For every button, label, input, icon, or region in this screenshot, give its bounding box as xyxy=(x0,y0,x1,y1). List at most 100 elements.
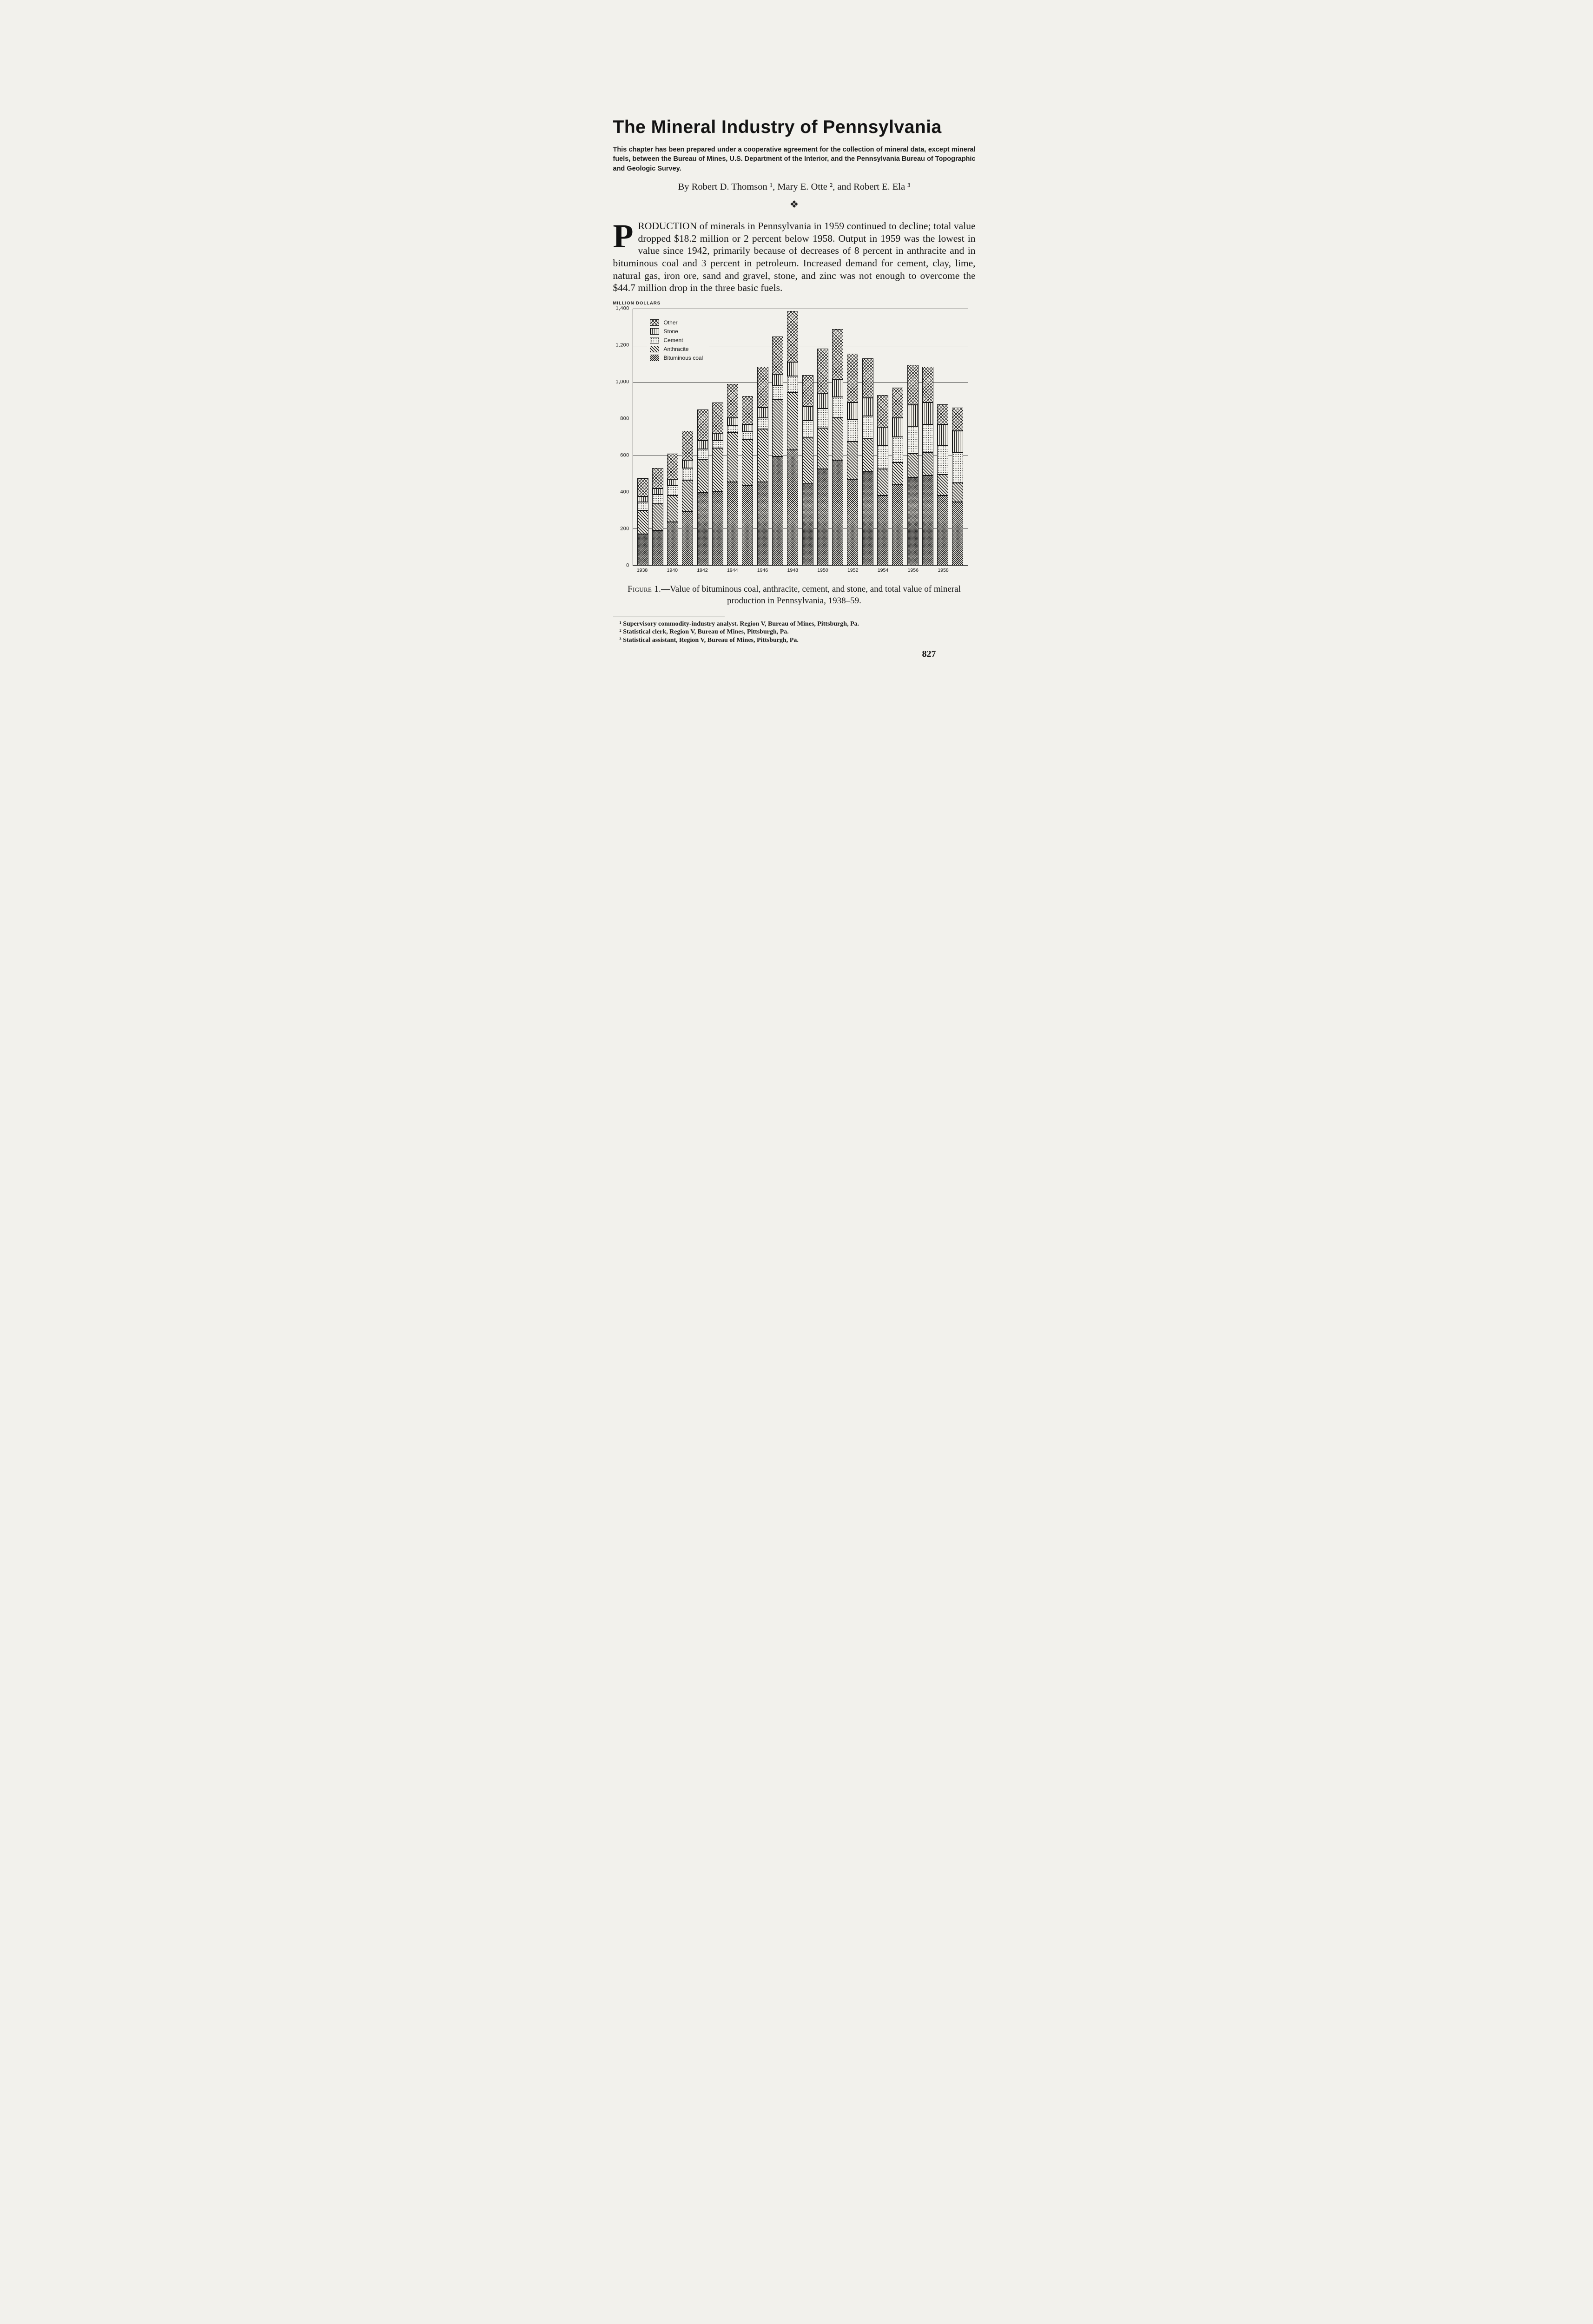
figure-caption-label: Figure 1. xyxy=(628,584,661,594)
bar-segment-anthracite xyxy=(727,432,739,482)
y-tick-label: 1,400 xyxy=(615,305,629,311)
x-tick-label xyxy=(742,568,753,573)
bar-segment-cement xyxy=(772,386,784,400)
x-tick-label: 1952 xyxy=(847,567,859,573)
page-content: The Mineral Industry of Pennsylvania Thi… xyxy=(564,117,1029,660)
bar-segment-bituminous-coal xyxy=(892,484,904,565)
bar-segment-anthracite xyxy=(922,452,933,475)
bar-segment-other xyxy=(832,329,844,380)
legend-item-other: Other xyxy=(649,319,703,326)
x-tick-label: 1956 xyxy=(907,567,919,573)
bar-segment-anthracite xyxy=(907,453,919,477)
lead-paragraph: P RODUCTION of minerals in Pennsylvania i… xyxy=(613,217,976,294)
bar-segment-stone xyxy=(817,393,828,409)
chart-grid-wrap: 1,400 1,200 1,000 800 600 400 200 0 Other Stone C… xyxy=(613,305,976,568)
bar-segment-cement xyxy=(907,426,919,454)
bar-segment-stone xyxy=(772,374,784,386)
y-tick-label: 800 xyxy=(620,416,629,422)
y-axis-unit-label: MILLION DOLLARS xyxy=(613,300,661,306)
bar-1939 xyxy=(652,468,663,565)
x-tick-label: 1954 xyxy=(877,567,889,573)
bar-segment-bituminous-coal xyxy=(952,502,964,565)
bar-segment-cement xyxy=(937,445,949,475)
y-tick-label: 1,200 xyxy=(615,342,629,348)
y-tick-label: 0 xyxy=(626,562,629,568)
x-tick-label: 1938 xyxy=(636,567,648,573)
x-tick-label xyxy=(802,568,813,573)
legend-swatch xyxy=(649,354,659,361)
legend-swatch xyxy=(649,328,659,335)
bar-segment-anthracite xyxy=(712,448,723,492)
bar-segment-other xyxy=(922,366,933,403)
figure-caption: Figure 1.—Value of bituminous coal, anth… xyxy=(613,583,976,607)
bar-segment-other xyxy=(952,408,964,431)
bar-1959 xyxy=(952,408,964,565)
bar-segment-other xyxy=(772,336,784,374)
bar-segment-anthracite xyxy=(862,439,873,472)
bar-segment-stone xyxy=(667,479,679,486)
bar-1957 xyxy=(922,366,933,565)
bar-1944 xyxy=(727,384,739,565)
legend-label: Cement xyxy=(663,337,683,343)
legend-label: Anthracite xyxy=(663,345,689,352)
drop-cap: P xyxy=(613,217,634,255)
bar-1941 xyxy=(682,430,694,565)
bar-segment-stone xyxy=(877,427,888,446)
bar-segment-anthracite xyxy=(652,504,663,531)
bar-segment-anthracite xyxy=(742,440,754,486)
bar-1953 xyxy=(862,358,873,565)
scanned-page: The Mineral Industry of Pennsylvania Thi… xyxy=(564,0,1029,736)
legend-item-stone: Stone xyxy=(649,328,703,335)
bar-1952 xyxy=(847,354,859,565)
x-tick-label xyxy=(892,568,904,573)
bar-segment-cement xyxy=(697,449,708,459)
bar-segment-cement xyxy=(862,416,873,439)
bar-1946 xyxy=(757,366,768,565)
x-tick-label: 1958 xyxy=(938,567,949,573)
bar-segment-other xyxy=(817,348,828,393)
bar-segment-anthracite xyxy=(847,442,859,479)
bar-segment-bituminous-coal xyxy=(877,495,888,565)
bar-1942 xyxy=(697,409,708,565)
x-tick-label: 1942 xyxy=(697,567,708,573)
bar-segment-stone xyxy=(682,460,694,469)
bar-segment-bituminous-coal xyxy=(847,479,859,565)
page-title: The Mineral Industry of Pennsylvania xyxy=(613,117,942,137)
legend-item-anthracite: Anthracite xyxy=(649,345,703,352)
y-axis-labels: 1,400 1,200 1,000 800 600 400 200 0 xyxy=(613,305,633,568)
bar-segment-cement xyxy=(727,425,739,433)
page-number: 827 xyxy=(922,649,936,660)
bar-segment-bituminous-coal xyxy=(922,475,933,565)
bar-segment-stone xyxy=(697,441,708,449)
bar-1949 xyxy=(802,375,813,565)
bar-segment-bituminous-coal xyxy=(637,534,648,565)
bar-segment-cement xyxy=(787,376,799,392)
bar-segment-cement xyxy=(742,431,754,440)
legend-label: Bituminous coal xyxy=(663,354,703,361)
bar-segment-cement xyxy=(757,418,768,429)
bar-segment-cement xyxy=(802,420,813,438)
x-tick-label xyxy=(682,568,693,573)
bar-1954 xyxy=(877,395,888,565)
legend-item-cement: Cement xyxy=(649,337,703,343)
bar-segment-stone xyxy=(787,362,799,376)
bar-segment-anthracite xyxy=(937,475,949,496)
bar-segment-anthracite xyxy=(772,399,784,456)
x-tick-label xyxy=(772,568,783,573)
bar-segment-stone xyxy=(892,418,904,437)
chapter-note: This chapter has been prepared under a c… xyxy=(613,146,976,172)
bar-1943 xyxy=(712,402,723,565)
bar-segment-stone xyxy=(637,496,648,502)
bar-segment-anthracite xyxy=(757,429,768,482)
bar-1948 xyxy=(787,310,799,565)
bar-1956 xyxy=(907,364,919,565)
bar-segment-other xyxy=(697,409,708,441)
bar-segment-bituminous-coal xyxy=(682,511,694,565)
bar-segment-stone xyxy=(862,397,873,416)
gridline xyxy=(633,528,968,529)
bar-segment-cement xyxy=(712,441,723,448)
bar-segment-other xyxy=(907,364,919,405)
x-tick-label: 1950 xyxy=(817,567,828,573)
bar-segment-bituminous-coal xyxy=(652,530,663,565)
bar-segment-other xyxy=(862,358,873,398)
